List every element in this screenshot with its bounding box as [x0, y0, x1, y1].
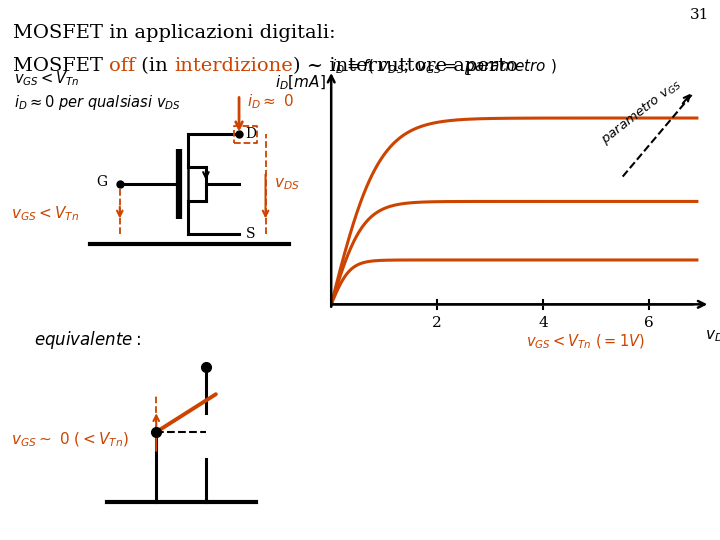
Text: $v_{DS}$: $v_{DS}$: [274, 176, 300, 192]
Text: (in: (in: [135, 57, 174, 75]
Text: $i_D \approx 0\ \mathit{per\ qualsiasi}\ v_{DS}$: $i_D \approx 0\ \mathit{per\ qualsiasi}\…: [14, 93, 181, 112]
Text: off: off: [109, 57, 135, 75]
Text: 2: 2: [432, 316, 442, 330]
Text: ) ~ interruttore aperto: ) ~ interruttore aperto: [293, 57, 518, 75]
Text: $i_D{\approx}\ 0$: $i_D{\approx}\ 0$: [248, 93, 294, 111]
Text: MOSFET: MOSFET: [13, 57, 109, 75]
Text: $\mathit{parametro}\ v_{GS}$: $\mathit{parametro}\ v_{GS}$: [598, 76, 684, 148]
Text: 31: 31: [690, 8, 709, 22]
Text: MOSFET in applicazioni digitali:: MOSFET in applicazioni digitali:: [13, 24, 336, 42]
Text: 6: 6: [644, 316, 654, 330]
Text: $\mathit{equivalente:}$: $\mathit{equivalente:}$: [34, 329, 141, 352]
Text: $v_{GS} < V_{Tn}$: $v_{GS} < V_{Tn}$: [14, 70, 79, 89]
Text: $v_{GS}{<}V_{Tn}$: $v_{GS}{<}V_{Tn}$: [11, 205, 78, 223]
Text: G: G: [96, 174, 108, 188]
Text: 4: 4: [539, 316, 548, 330]
Text: $i_D[mA]$: $i_D[mA]$: [275, 73, 326, 92]
Text: interdizione: interdizione: [174, 57, 293, 75]
Text: S: S: [246, 227, 255, 241]
Text: $i_D{=}f(\ v_{DS};\ v_{GS}{=}\ parametro\ )$: $i_D{=}f(\ v_{DS};\ v_{GS}{=}\ parametro…: [331, 57, 557, 76]
Text: $v_{DS}[V]$: $v_{DS}[V]$: [705, 326, 720, 344]
Text: D: D: [246, 127, 256, 141]
Text: $v_{GS}{\sim}\ 0\ ({<}V_{Tn})$: $v_{GS}{\sim}\ 0\ ({<}V_{Tn})$: [11, 431, 129, 449]
Text: $v_{GS} < V_{Tn}\ (=1V)$: $v_{GS} < V_{Tn}\ (=1V)$: [526, 333, 645, 351]
